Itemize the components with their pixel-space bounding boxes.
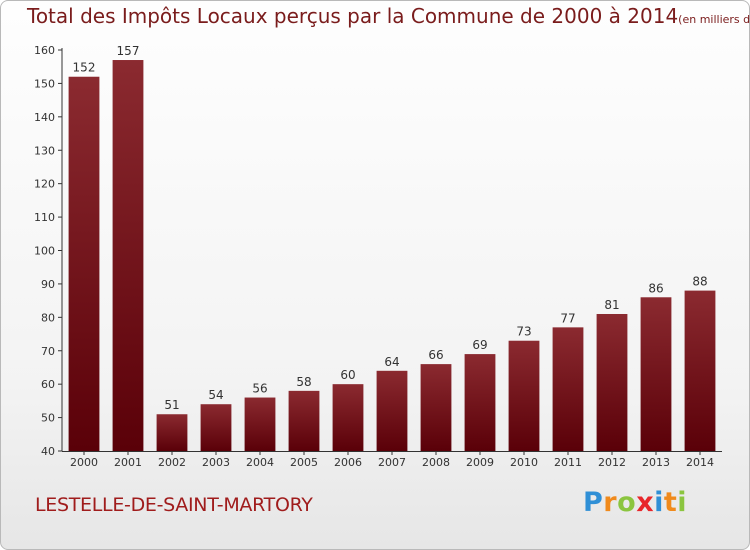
bar-group: 69 xyxy=(464,338,496,451)
x-tick-label: 2009 xyxy=(466,456,494,469)
y-tick-label: 80 xyxy=(41,311,55,324)
bar-value-label: 152 xyxy=(73,61,96,75)
bar-group: 60 xyxy=(332,368,364,451)
bar xyxy=(112,60,144,452)
bar-value-label: 157 xyxy=(117,44,140,58)
logo-letter: x xyxy=(636,487,655,518)
y-tick-label: 90 xyxy=(41,278,55,291)
y-tick-label: 130 xyxy=(34,144,55,157)
x-tick-label: 2013 xyxy=(642,456,670,469)
logo-letter: o xyxy=(617,487,637,518)
x-tick-label: 2007 xyxy=(378,456,406,469)
x-tick-label: 2008 xyxy=(422,456,450,469)
bar-value-label: 51 xyxy=(164,398,179,412)
bar-group: 86 xyxy=(640,281,672,451)
bar-group: 157 xyxy=(112,44,144,452)
chart-unit: (en milliers d'€) xyxy=(678,13,750,26)
y-tick-label: 70 xyxy=(41,345,55,358)
bar xyxy=(508,340,540,451)
x-tick-label: 2006 xyxy=(334,456,362,469)
logo-letter: t xyxy=(663,487,678,518)
x-tick-label: 2004 xyxy=(246,456,274,469)
bar-group: 88 xyxy=(684,275,716,451)
bar xyxy=(288,390,320,451)
x-axis: 2000 2001 2002 2003 2004 2005 2006 2007 2008 2009… xyxy=(62,451,722,469)
bar-value-label: 58 xyxy=(296,375,311,389)
bar-value-label: 77 xyxy=(560,311,575,325)
bar-value-label: 73 xyxy=(516,325,531,339)
bar-group: 64 xyxy=(376,355,408,451)
bar-value-label: 60 xyxy=(340,368,355,382)
y-tick-label: 100 xyxy=(34,245,55,258)
y-tick-label: 140 xyxy=(34,111,55,124)
bar-value-label: 54 xyxy=(208,388,223,402)
bar-group: 58 xyxy=(288,375,320,451)
logo-letter: i xyxy=(654,487,664,518)
bar xyxy=(464,354,496,451)
proxiti-logo[interactable]: Proxiti xyxy=(583,487,687,518)
logo-letter: P xyxy=(583,487,604,518)
bar-group: 152 xyxy=(68,61,100,451)
bar xyxy=(68,76,100,451)
x-tick-label: 2003 xyxy=(202,456,230,469)
bar-group: 54 xyxy=(200,388,232,451)
bar-group: 51 xyxy=(156,398,188,451)
bar-value-label: 66 xyxy=(428,348,443,362)
bar-value-label: 69 xyxy=(472,338,487,352)
bar xyxy=(420,364,452,451)
bar xyxy=(156,414,188,451)
y-tick-label: 60 xyxy=(41,378,55,391)
x-tick-label: 2014 xyxy=(686,456,714,469)
x-tick-label: 2012 xyxy=(598,456,626,469)
bar-value-label: 88 xyxy=(692,275,707,289)
bar xyxy=(684,290,716,451)
bar-group: 81 xyxy=(596,298,628,451)
y-tick-label: 50 xyxy=(41,412,55,425)
bar-value-label: 86 xyxy=(648,281,663,295)
x-tick-label: 2001 xyxy=(114,456,142,469)
y-tick-label: 120 xyxy=(34,178,55,191)
bar xyxy=(596,313,628,451)
bar xyxy=(376,370,408,451)
y-tick-label: 150 xyxy=(34,77,55,90)
x-tick-label: 2005 xyxy=(290,456,318,469)
bar-group: 73 xyxy=(508,325,540,451)
y-tick-label: 110 xyxy=(34,211,55,224)
bar-group: 77 xyxy=(552,311,584,451)
chart-title: Total des Impôts Locaux perçus par la Co… xyxy=(27,4,750,28)
commune-name: LESTELLE-DE-SAINT-MARTORY xyxy=(35,494,313,516)
x-tick-label: 2011 xyxy=(554,456,582,469)
y-tick-label: 40 xyxy=(41,445,55,458)
x-tick-label: 2000 xyxy=(70,456,98,469)
bar-value-label: 81 xyxy=(604,298,619,312)
bar xyxy=(244,397,276,451)
bar-value-label: 56 xyxy=(252,382,267,396)
bar xyxy=(552,327,584,451)
chart-title-text: Total des Impôts Locaux perçus par la Co… xyxy=(27,4,679,28)
logo-letter: i xyxy=(677,487,688,518)
bar xyxy=(640,297,672,451)
bar xyxy=(332,384,364,451)
bars: 152 157 51 54 56 58 60 64 66 69 73 77 81 86 88 xyxy=(68,44,716,452)
logo-letter: r xyxy=(603,487,618,518)
bar-group: 66 xyxy=(420,348,452,451)
y-tick-label: 160 xyxy=(34,44,55,57)
x-tick-label: 2002 xyxy=(158,456,186,469)
bar xyxy=(200,404,232,451)
y-axis: 40 50 60 70 80 90 100 110 120 130 140 150 160 xyxy=(34,44,63,458)
bar-group: 56 xyxy=(244,382,276,451)
bar-value-label: 64 xyxy=(384,355,399,369)
x-tick-label: 2010 xyxy=(510,456,538,469)
